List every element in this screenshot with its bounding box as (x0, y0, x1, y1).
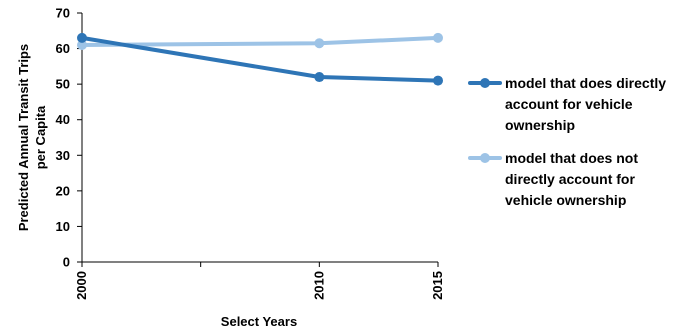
legend-label-line: ownership (505, 117, 575, 133)
legend-label: model that does not directly account for v… (505, 150, 638, 208)
x-tick-label: 2010 (311, 271, 326, 300)
legend-label: model that does directly account for vehi… (505, 75, 666, 133)
x-axis: 2000 2010 2015 (74, 261, 445, 300)
data-point (433, 32, 443, 43)
data-point (314, 72, 325, 83)
y-tick-label: 10 (56, 219, 70, 234)
data-point (314, 38, 325, 49)
data-point (77, 40, 87, 51)
y-tick-label: 40 (56, 112, 70, 127)
y-tick-label: 60 (56, 41, 70, 56)
data-point (77, 32, 87, 43)
y-tick-label: 30 (56, 148, 70, 163)
y-tick-label: 0 (63, 255, 70, 270)
y-tick-label: 20 (56, 183, 70, 198)
series-layer (77, 32, 443, 86)
y-axis-title: Predicted Annual Transit Trips per Capita (16, 44, 48, 231)
legend-label-line: account for vehicle (505, 96, 633, 112)
legend-swatch-marker (480, 153, 490, 163)
legend-item-1: model that does directly account for vehi… (468, 75, 666, 133)
y-axis: 0 10 20 30 40 50 60 70 (56, 6, 83, 270)
y-tick-label: 70 (56, 6, 70, 21)
x-tick-label: 2000 (74, 271, 89, 300)
data-point (433, 75, 443, 86)
x-tick-label: 2015 (430, 271, 445, 300)
legend-label-line: directly account for (505, 171, 635, 187)
series-2 (77, 32, 443, 51)
legend: model that does directly account for vehi… (468, 75, 666, 208)
legend-item-2: model that does not directly account for v… (468, 150, 638, 208)
y-tick-label: 50 (56, 77, 70, 92)
legend-label-line: vehicle ownership (505, 192, 626, 208)
series-1 (77, 32, 443, 86)
legend-label-line: model that does directly (505, 75, 666, 91)
x-axis-title: Select Years (221, 314, 297, 329)
legend-swatch-marker (480, 78, 490, 88)
series-line (80, 35, 440, 48)
y-axis-title-line: Predicted Annual Transit Trips (16, 44, 31, 231)
legend-label-line: model that does not (505, 150, 638, 166)
y-axis-title-line: per Capita (33, 105, 48, 169)
